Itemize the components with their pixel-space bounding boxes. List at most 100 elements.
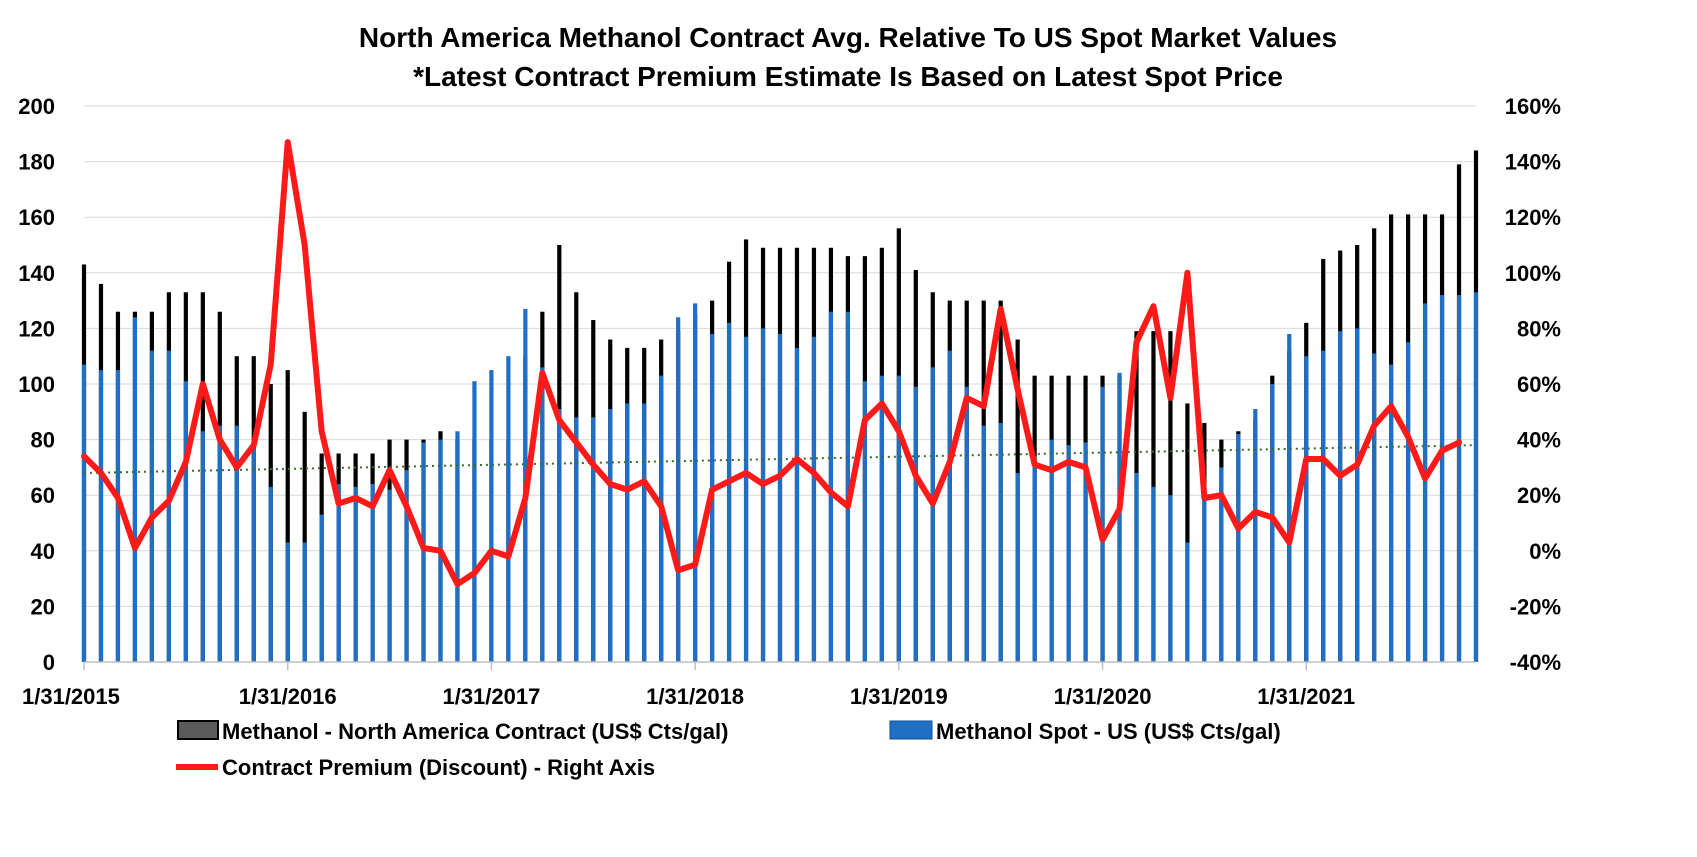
spot-bar (1422, 303, 1428, 662)
spot-bar (1185, 542, 1190, 662)
spot-bar (574, 417, 579, 662)
legend-label-premium: Contract Premium (Discount) - Right Axis (222, 755, 655, 780)
spot-bar (743, 336, 749, 662)
spot-bar (166, 350, 171, 662)
spot-bar (1100, 386, 1105, 662)
spot-bar (132, 317, 138, 662)
right-tick-label: 0% (1529, 539, 1561, 564)
chart-subtitle: *Latest Contract Premium Estimate Is Bas… (413, 61, 1283, 92)
left-tick-label: 80 (31, 428, 55, 453)
right-tick-label: 140% (1505, 150, 1561, 175)
trendline (83, 444, 1477, 474)
spot-bar (268, 486, 273, 662)
spot-bar (981, 425, 986, 662)
right-tick-label: -40% (1510, 650, 1561, 675)
right-tick-label: 120% (1505, 205, 1561, 230)
spot-bar (370, 484, 375, 662)
legend-swatch-contract (177, 720, 219, 740)
spot-bar (726, 322, 732, 662)
left-tick-label: 60 (31, 483, 55, 508)
x-tick-label: 1/31/2016 (239, 684, 337, 709)
spot-bar (1049, 439, 1054, 662)
contract-bar (1185, 403, 1190, 662)
right-tick-label: 160% (1505, 94, 1561, 119)
spot-bar (811, 336, 817, 662)
spot-bar (1270, 384, 1275, 662)
contract-bar (302, 411, 307, 662)
spot-bar (98, 370, 104, 662)
spot-bar (1389, 364, 1394, 662)
spot-bar (777, 333, 783, 662)
left-tick-label: 140 (18, 261, 55, 286)
chart-titles: North America Methanol Contract Avg. Rel… (359, 22, 1337, 92)
spot-bar (1202, 500, 1207, 662)
x-tick-label: 1/31/2019 (850, 684, 948, 709)
right-tick-label: 40% (1517, 428, 1561, 453)
legend-label-contract: Methanol - North America Contract (US$ C… (222, 719, 728, 744)
premium-line-group (81, 139, 1463, 588)
spot-bar (659, 375, 664, 662)
left-tick-label: 0 (43, 650, 55, 675)
spot-bar (1151, 486, 1156, 662)
left-tick-label: 200 (18, 94, 55, 119)
spot-bar (760, 328, 766, 662)
spot-bar (998, 422, 1003, 662)
premium-line (81, 139, 1463, 588)
spot-bar (353, 486, 358, 662)
spot-bar (489, 370, 494, 662)
spot-bar (1406, 342, 1411, 662)
chart-title: North America Methanol Contract Avg. Rel… (359, 22, 1337, 53)
spot-bar (455, 431, 460, 662)
left-tick-label: 180 (18, 150, 55, 175)
spot-bar (1456, 295, 1462, 662)
spot-bar (1253, 409, 1258, 662)
spot-bar (930, 367, 935, 662)
spot-bar (1304, 356, 1309, 662)
legend-label-spot: Methanol Spot - US (US$ Cts/gal) (936, 719, 1281, 744)
spot-bar (676, 317, 681, 662)
spot-bar (1083, 442, 1088, 662)
spot-bar (1439, 295, 1445, 662)
right-axis-ticks: -40% -20% 0% 20% 40% 60% 80% 100% 120% 140% 160% (1505, 94, 1561, 675)
spot-bar (862, 381, 867, 662)
spot-bar (1168, 495, 1173, 662)
spot-bar (472, 381, 477, 662)
spot-bar (319, 514, 324, 662)
spot-bar (421, 442, 426, 662)
trendline-path (83, 444, 1477, 474)
spot-bar (642, 403, 647, 662)
spot-bar (251, 447, 256, 662)
spot-bar (828, 311, 834, 662)
right-tick-label: 100% (1505, 261, 1561, 286)
spot-bar (149, 350, 154, 662)
spot-bar (285, 542, 290, 662)
left-tick-label: 100 (18, 372, 55, 397)
x-tick-label: 1/31/2017 (442, 684, 540, 709)
x-tick-label: 1/31/2018 (646, 684, 744, 709)
spot-bar (591, 417, 596, 662)
spot-bar (1473, 292, 1479, 662)
spot-bar (1134, 472, 1139, 662)
spot-bar (1372, 353, 1377, 662)
spot-bar (1236, 434, 1241, 662)
spot-bar (794, 347, 800, 662)
spot-bar (1015, 472, 1020, 662)
spot-bar (964, 386, 969, 662)
right-tick-label: -20% (1510, 594, 1561, 619)
spot-bar (913, 386, 918, 662)
spot-bar (506, 356, 511, 662)
right-tick-label: 80% (1517, 316, 1561, 341)
right-tick-label: 60% (1517, 372, 1561, 397)
spot-bar (404, 470, 409, 662)
spot-bar (896, 375, 901, 662)
spot-bar (540, 367, 545, 662)
spot-bar (115, 370, 121, 662)
legend-swatch-spot (889, 720, 933, 740)
spot-bar (81, 364, 87, 662)
spot-bar (693, 303, 698, 662)
spot-bar (1338, 331, 1343, 662)
spot-bar (387, 489, 392, 662)
spot-bar (557, 409, 562, 662)
left-tick-label: 20 (31, 594, 55, 619)
